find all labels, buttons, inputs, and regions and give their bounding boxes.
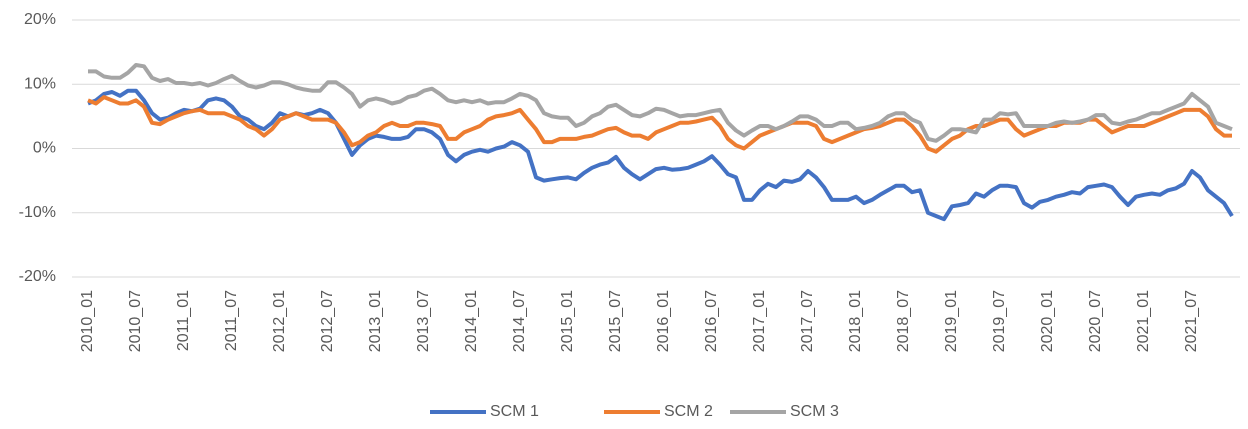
x-tick-label: 2013_07	[415, 290, 432, 352]
x-tick-label: 2021_01	[1135, 290, 1152, 352]
series-line	[88, 63, 1233, 143]
y-tick-label: 10%	[24, 75, 56, 92]
x-tick-label: 2016_01	[655, 290, 672, 352]
series-line	[87, 88, 1234, 222]
x-tick-label: 2015_01	[559, 290, 576, 352]
x-tick-label: 2011_07	[223, 290, 240, 351]
x-tick-label: 2017_01	[751, 290, 768, 352]
x-tick-label: 2015_07	[607, 290, 624, 352]
legend-label: SCM 3	[790, 403, 839, 420]
y-tick-label: 20%	[24, 11, 56, 28]
legend-label: SCM 2	[664, 403, 713, 420]
x-tick-label: 2020_01	[1039, 290, 1056, 352]
y-tick-label: 0%	[33, 140, 56, 157]
x-tick-label: 2017_07	[799, 290, 816, 352]
legend-label: SCM 1	[490, 403, 539, 420]
x-tick-label: 2016_07	[703, 290, 720, 352]
y-tick-label: -10%	[19, 204, 56, 221]
x-tick-label: 2018_01	[847, 290, 864, 352]
x-tick-label: 2010_07	[127, 290, 144, 352]
x-tick-label: 2019_07	[991, 290, 1008, 352]
x-tick-label: 2012_01	[271, 290, 288, 352]
x-tick-label: 2012_07	[319, 290, 336, 352]
series-line	[87, 95, 1232, 154]
x-tick-label: 2013_01	[367, 290, 384, 352]
x-tick-label: 2010_01	[79, 290, 96, 352]
x-tick-label: 2014_01	[463, 290, 480, 352]
x-tick-label: 2011_01	[175, 290, 192, 351]
x-tick-label: 2020_07	[1087, 290, 1104, 352]
y-tick-label: -20%	[19, 268, 56, 285]
x-tick-label: 2021_07	[1183, 290, 1200, 352]
x-tick-label: 2014_07	[511, 290, 528, 352]
x-tick-label: 2019_01	[943, 290, 960, 352]
x-tick-label: 2018_07	[895, 290, 912, 352]
